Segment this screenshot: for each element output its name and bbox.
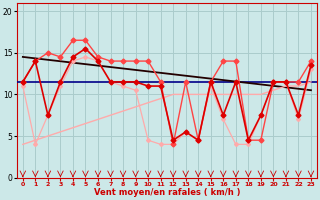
X-axis label: Vent moyen/en rafales ( km/h ): Vent moyen/en rafales ( km/h ) [94, 188, 240, 197]
